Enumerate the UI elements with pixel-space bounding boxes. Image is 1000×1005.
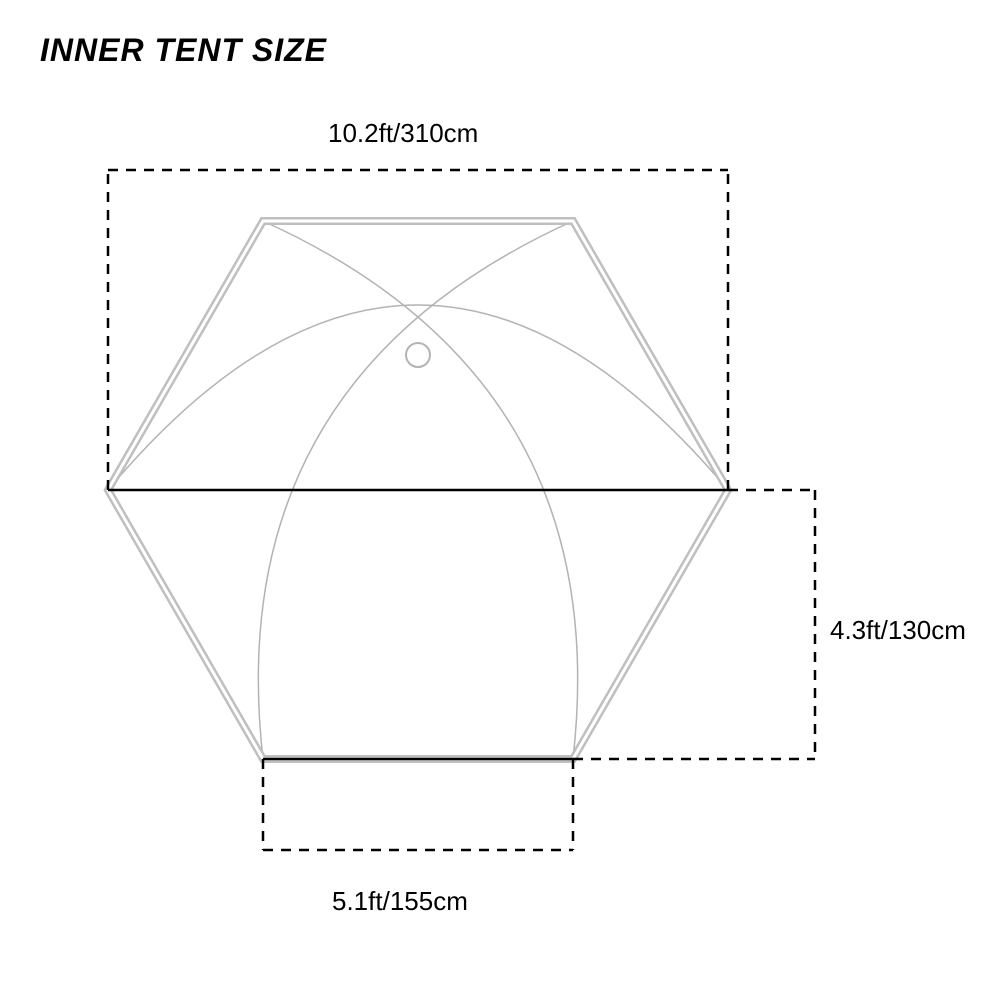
dim-label-half-height: 4.3ft/130cm [830, 615, 966, 646]
diagram-svg [0, 0, 1000, 1000]
center-circle [406, 343, 430, 367]
dim-label-bottom-edge: 5.1ft/155cm [332, 886, 468, 917]
dim-label-width: 10.2ft/310cm [328, 118, 478, 149]
tent-diagram: 10.2ft/310cm 4.3ft/130cm 5.1ft/155cm [0, 0, 1000, 1000]
